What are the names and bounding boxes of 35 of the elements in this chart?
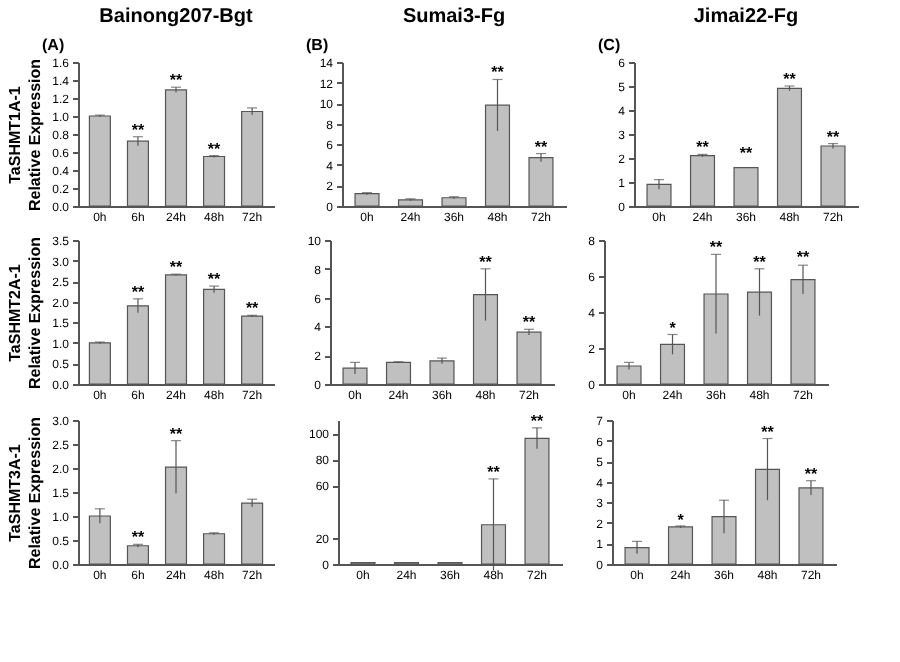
annotation: ** [487,462,502,481]
annotation: ** [245,299,261,318]
annotation: ** [207,139,223,158]
annotation: ** [534,137,549,156]
annotation: ** [739,144,754,163]
annotation: ** [753,252,768,271]
annotation: ** [131,120,146,139]
annotation: ** [783,70,798,88]
chart-title: Jimai22-Fg [693,6,799,28]
annotation: ** [207,270,223,289]
annotation: ** [761,422,776,441]
annotation: ** [491,63,506,82]
annotation: * [669,319,678,338]
y-axis-title: TaSHMT3A-1 Relative Expression [6,416,45,570]
annotation: ** [169,424,184,443]
chart-title: Bainong207-Bgt [99,6,255,28]
annotation: ** [131,528,146,547]
y-axis-title: TaSHMT1A-1 Relative Expression [6,58,45,212]
chart-title: Sumai3-Fg [402,6,506,28]
annotation: ** [796,248,811,267]
annotation: ** [131,282,146,301]
text: (B) [306,36,329,54]
annotation: ** [479,252,494,271]
annotation: ** [169,71,184,90]
annotation: ** [530,411,545,430]
annotation: ** [169,258,184,277]
text: (C) [598,36,621,54]
y-axis-title: TaSHMT2A-1 Relative Expression [6,236,45,390]
text: (A) [42,36,65,54]
annotation: ** [826,127,841,146]
annotation: ** [804,464,819,483]
annotation: ** [696,138,711,157]
annotation: ** [522,313,537,332]
annotation: * [677,510,686,529]
annotation: ** [709,238,724,257]
